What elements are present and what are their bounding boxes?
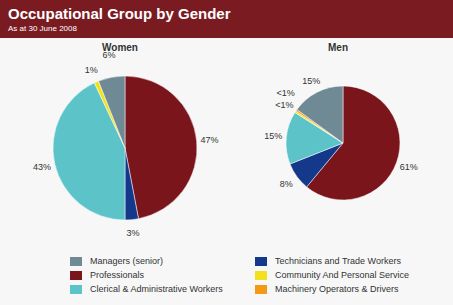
svg-text:43%: 43% xyxy=(33,162,51,172)
svg-text:15%: 15% xyxy=(302,76,320,86)
html-text:Machinery Operators & Drivers: Machinery Operators & Drivers xyxy=(275,284,399,294)
svg-text:<1%: <1% xyxy=(277,88,295,98)
svg-text:1%: 1% xyxy=(85,65,98,75)
html-text:Community And Personal Service: Community And Personal Service xyxy=(275,270,410,280)
html-text:Occupational Group by Gender: Occupational Group by Gender xyxy=(8,5,231,22)
svg-text:15%: 15% xyxy=(264,131,282,141)
html-text:Men: Men xyxy=(328,42,348,53)
svg-text:3%: 3% xyxy=(126,228,139,238)
html-text:Technicians and Trade Workers: Technicians and Trade Workers xyxy=(275,256,401,266)
html-text:As at 30 June 2008: As at 30 June 2008 xyxy=(8,24,77,33)
svg-text:47%: 47% xyxy=(201,135,219,145)
html-text:Women: Women xyxy=(102,42,138,53)
svg-text:<1%: <1% xyxy=(275,100,293,110)
svg-text:61%: 61% xyxy=(400,162,418,172)
svg-text:6%: 6% xyxy=(103,50,116,60)
html-text:Clerical & Administrative Work: Clerical & Administrative Workers xyxy=(90,284,223,294)
svg-text:8%: 8% xyxy=(280,179,293,189)
html-text:Professionals: Professionals xyxy=(90,270,144,280)
html-text:Managers (senior): Managers (senior) xyxy=(90,256,163,266)
